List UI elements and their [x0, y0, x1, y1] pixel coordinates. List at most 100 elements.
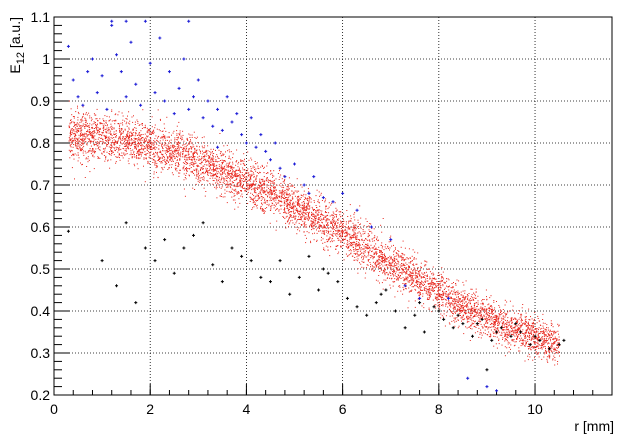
data-point [162, 169, 164, 171]
data-point [315, 205, 317, 206]
data-point [294, 209, 296, 211]
data-point [98, 131, 100, 133]
data-point [345, 221, 347, 223]
data-point [369, 246, 370, 248]
data-point [442, 294, 444, 296]
data-point [265, 193, 267, 195]
data-point [552, 343, 554, 345]
data-point [178, 172, 180, 174]
data-point [282, 185, 284, 187]
data-point [419, 283, 421, 285]
data-point [264, 198, 266, 200]
data-point [157, 176, 159, 178]
data-point [250, 187, 252, 189]
data-point [520, 335, 522, 337]
data-point [284, 197, 286, 199]
data-point [376, 253, 378, 254]
data-point [290, 216, 292, 218]
data-point [548, 334, 550, 336]
data-point [68, 140, 70, 142]
data-point [402, 253, 404, 255]
data-point [255, 187, 256, 189]
data-point [301, 224, 303, 226]
data-point [128, 111, 130, 113]
data-point [115, 150, 116, 152]
data-point [267, 196, 268, 198]
data-point [184, 156, 186, 158]
data-point [111, 120, 113, 122]
data-point [425, 285, 427, 287]
data-point [522, 322, 524, 324]
data-point [435, 297, 437, 298]
data-point [228, 149, 230, 151]
data-point [238, 169, 240, 171]
data-point [124, 129, 126, 131]
data-point [301, 202, 303, 204]
data-point [414, 306, 416, 308]
data-point [178, 121, 180, 123]
data-point [145, 137, 147, 139]
data-point [157, 151, 159, 153]
data-point [401, 263, 402, 264]
data-point [527, 359, 529, 361]
data-point [337, 222, 339, 224]
data-point [218, 178, 220, 180]
data-point [255, 168, 257, 170]
data-point [235, 170, 237, 172]
data-point [511, 317, 513, 319]
data-point [113, 139, 115, 141]
data-point [204, 195, 206, 197]
data-point [120, 141, 121, 143]
data-point [316, 223, 318, 225]
data-point [403, 259, 405, 261]
data-point [194, 156, 196, 157]
data-point [167, 148, 169, 150]
data-point [333, 222, 335, 223]
data-point [232, 167, 234, 169]
data-point [110, 133, 112, 135]
data-point [252, 183, 254, 185]
data-point [471, 294, 473, 296]
data-point [90, 150, 92, 152]
data-point [533, 327, 534, 328]
data-point [424, 260, 426, 262]
data-point [463, 308, 465, 310]
data-point [112, 140, 113, 142]
data-point [511, 322, 512, 324]
data-point [287, 194, 289, 196]
data-point [378, 239, 379, 241]
data-point [225, 156, 226, 158]
data-point [216, 187, 218, 188]
data-point [271, 190, 272, 191]
data-point [366, 267, 367, 269]
series-0 [68, 100, 561, 366]
data-point [73, 129, 75, 131]
data-point [322, 238, 324, 240]
data-point [118, 138, 119, 140]
data-point [304, 196, 306, 198]
data-point [237, 206, 239, 208]
data-point [379, 271, 381, 272]
data-point [367, 226, 369, 228]
data-point [523, 343, 524, 345]
data-point [203, 165, 205, 167]
data-point [393, 257, 395, 259]
data-point [340, 231, 342, 233]
data-point [410, 262, 412, 264]
data-point [554, 342, 556, 344]
data-point [339, 214, 341, 216]
data-point [432, 266, 434, 268]
data-point [314, 224, 316, 226]
data-point [177, 139, 179, 141]
data-point [177, 159, 178, 161]
data-point [346, 240, 348, 241]
data-point [191, 151, 193, 153]
data-point [365, 218, 367, 220]
data-point [171, 150, 173, 152]
data-point [392, 271, 394, 272]
data-point [165, 143, 167, 145]
data-point [477, 295, 479, 297]
data-point [318, 224, 320, 226]
data-point [176, 150, 177, 152]
data-point [413, 257, 415, 259]
